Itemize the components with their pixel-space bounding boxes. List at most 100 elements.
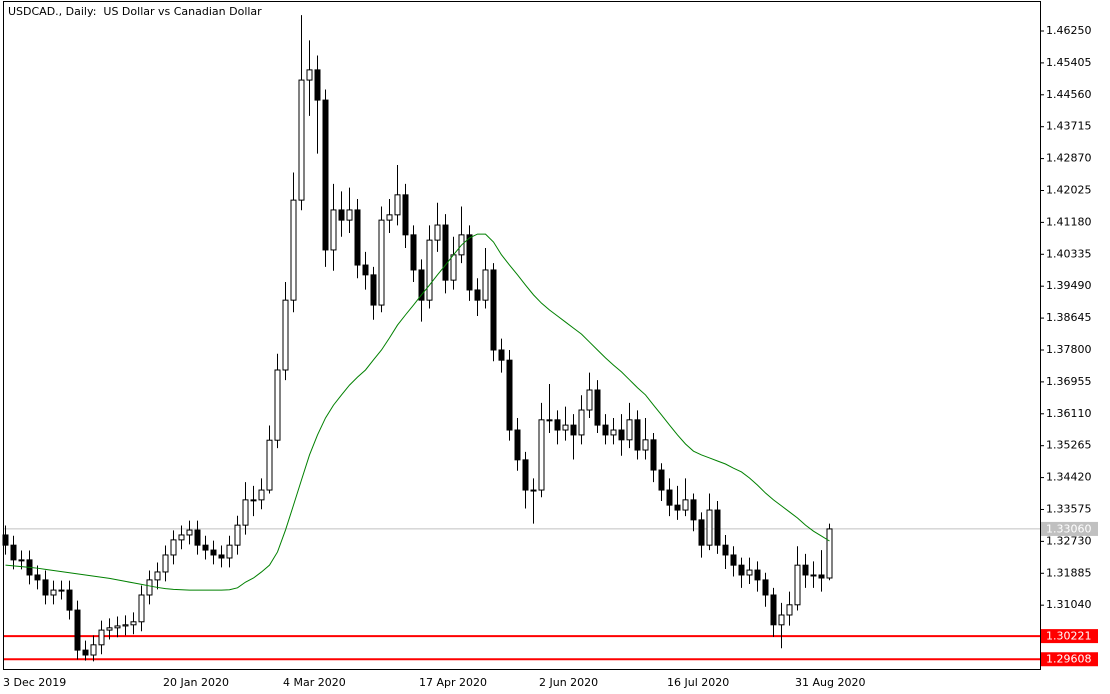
candle-body (402, 194, 409, 236)
candle-body (162, 554, 169, 573)
candle-body (642, 439, 649, 451)
candle-body (346, 209, 353, 221)
candle-body (658, 469, 665, 491)
candle-body (42, 579, 49, 596)
y-tick-label: 1.35265 (1046, 439, 1092, 452)
current-price-label: 1.33060 (1046, 522, 1092, 535)
y-tick-label: 1.42870 (1046, 152, 1092, 165)
level-label-box (1041, 652, 1098, 667)
candle-body (730, 554, 737, 566)
candle-body (722, 544, 729, 556)
candle-body (698, 519, 705, 546)
candle-body (122, 624, 129, 627)
chart-title: USDCAD., Daily: US Dollar vs Canadian Do… (8, 5, 262, 18)
candle-body (626, 419, 633, 441)
candle-body (274, 369, 281, 441)
candle-body (442, 224, 449, 281)
candle-body (586, 389, 593, 411)
moving-average (5, 233, 830, 591)
candle-body (682, 499, 689, 511)
candle-body (554, 419, 561, 431)
plot-frame (3, 1, 1041, 670)
candle-body (450, 254, 457, 281)
candle-body (706, 509, 713, 546)
candle-body (434, 224, 441, 241)
candle-body (538, 419, 545, 491)
candle-body (762, 579, 769, 596)
y-tick-label: 1.38645 (1046, 311, 1092, 324)
candle-body (186, 529, 193, 536)
candle-body (394, 194, 401, 216)
candle-body (2, 534, 9, 546)
candle-body (378, 219, 385, 306)
candle-body (610, 429, 617, 436)
candle-body (754, 569, 761, 581)
candle-body (306, 69, 313, 81)
candle-body (74, 609, 81, 651)
level-label: 1.29608 (1046, 653, 1092, 666)
candle-body (90, 644, 97, 656)
x-tick-label: 2 Jun 2020 (539, 676, 598, 689)
candle-body (794, 564, 801, 606)
x-tick-label: 16 Jul 2020 (667, 676, 729, 689)
candle-body (514, 429, 521, 461)
candle-body (338, 209, 345, 221)
candle-body (522, 459, 529, 491)
y-tick-label: 1.42025 (1046, 183, 1092, 196)
candle-body (218, 554, 225, 559)
candle-body (98, 629, 105, 646)
candle-body (594, 389, 601, 426)
candle-body (490, 269, 497, 351)
candle-body (666, 489, 673, 506)
candle-body (410, 234, 417, 271)
candle-body (770, 594, 777, 626)
candle-body (18, 559, 25, 562)
candle-body (362, 264, 369, 276)
candle-body (322, 99, 329, 251)
candle-body (146, 579, 153, 596)
candle-body (202, 544, 209, 551)
candle-body (138, 594, 145, 623)
y-tick-label: 1.31885 (1046, 566, 1092, 579)
y-tick-label: 1.31040 (1046, 598, 1092, 611)
y-tick-label: 1.40335 (1046, 247, 1092, 260)
candle-body (226, 544, 233, 559)
candle-body (466, 234, 473, 291)
level-label-box (1041, 629, 1098, 644)
candle-body (418, 269, 425, 301)
y-tick-label: 1.34420 (1046, 471, 1092, 484)
candle-body (314, 69, 321, 101)
candle-body (130, 621, 137, 626)
candle-body (50, 589, 57, 596)
candle-body (370, 274, 377, 306)
candle-body (506, 359, 513, 431)
level-label: 1.30221 (1046, 630, 1092, 643)
y-tick-label: 1.36955 (1046, 375, 1092, 388)
candle-body (738, 564, 745, 576)
candle-body (746, 569, 753, 576)
candle-body (578, 409, 585, 436)
y-tick-label: 1.36110 (1046, 407, 1092, 420)
candle-body (34, 574, 41, 581)
candle-body (386, 214, 393, 221)
y-tick-label: 1.46250 (1046, 24, 1092, 37)
candle-body (234, 524, 241, 546)
candle-body (714, 509, 721, 546)
candle-body (258, 489, 265, 501)
candle-body (786, 604, 793, 616)
candle-body (690, 499, 697, 521)
candle-body (562, 424, 569, 431)
candle-body (802, 564, 809, 576)
candle-body (106, 627, 113, 631)
candle-body (810, 574, 817, 577)
y-tick-label: 1.44560 (1046, 88, 1092, 101)
candle-body (170, 539, 177, 556)
candle-body (426, 239, 433, 301)
candle-body (298, 79, 305, 201)
y-tick-label: 1.32730 (1046, 534, 1092, 547)
y-tick-label: 1.33575 (1046, 502, 1092, 515)
x-tick-label: 3 Dec 2019 (3, 676, 66, 689)
candle-body (82, 649, 89, 656)
candle-body (474, 289, 481, 301)
